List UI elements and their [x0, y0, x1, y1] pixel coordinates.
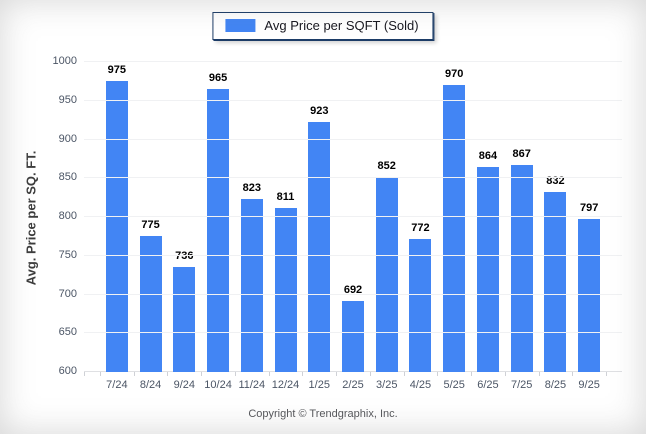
x-axis-tick	[369, 372, 371, 376]
x-axis-tick	[538, 372, 540, 376]
bar-value-label: 867	[512, 148, 531, 161]
bar-value-label: 811	[276, 191, 295, 204]
gridline	[84, 177, 622, 179]
bar-value-label: 823	[242, 182, 261, 195]
bar-value-label: 692	[343, 283, 363, 296]
bar-value-label: 772	[411, 221, 430, 234]
plot-area: 9757/247758/247369/2496510/2482311/24811…	[53, 55, 622, 391]
x-axis-tick-label: 1/25	[308, 379, 330, 391]
x-axis-tick-label: 8/24	[139, 379, 162, 391]
gridline	[84, 332, 622, 334]
gridline	[84, 216, 622, 217]
x-axis-tick	[201, 372, 203, 376]
x-axis-tick	[234, 372, 236, 376]
bar-value-label: 965	[208, 72, 228, 85]
bar-value-label: 864	[478, 150, 498, 163]
bar-2/25[interactable]	[342, 300, 364, 372]
x-axis-tick	[302, 372, 304, 376]
x-axis-tick	[167, 372, 169, 376]
bar-10/24[interactable]	[207, 89, 230, 372]
y-axis-tick-label: 600	[58, 365, 77, 377]
y-axis-tick-label: 650	[58, 326, 77, 339]
bar-column: 797 9/25	[572, 62, 606, 391]
bar-column: 970 5/25	[437, 62, 471, 391]
x-axis-tick	[437, 372, 439, 376]
bar-12/24[interactable]	[274, 208, 297, 372]
x-axis-tick-label: 4/25	[409, 379, 432, 391]
bar-5/25[interactable]	[443, 85, 466, 372]
x-axis-tick	[336, 372, 338, 376]
x-axis-tick-label: 9/24	[173, 379, 196, 391]
x-axis-tick-label: 3/25	[376, 379, 398, 391]
bar-column: 7369/24	[167, 62, 201, 391]
x-axis-tick	[572, 372, 574, 376]
bar-value-label: 975	[107, 64, 127, 77]
bar-1/25[interactable]	[308, 121, 331, 372]
x-axis-tick	[504, 372, 506, 376]
gridline	[84, 61, 622, 62]
x-axis-tick	[471, 372, 473, 376]
x-axis-tick-label: 8/25	[544, 379, 567, 391]
bar-column: 975 7/24	[100, 62, 134, 391]
y-axis-tick-label: 800	[58, 210, 77, 222]
bar-8/24[interactable]	[139, 236, 162, 372]
gridline	[84, 99, 622, 101]
y-axis-tick-label: 900	[58, 132, 77, 145]
x-axis-tick-label: 11/24	[238, 379, 266, 391]
bar-9/25[interactable]	[578, 219, 601, 372]
bar-11/24[interactable]	[240, 199, 263, 372]
x-axis-tick-label: 7/25	[510, 379, 533, 391]
gridline	[84, 138, 622, 140]
x-axis-tick	[133, 372, 135, 376]
bar-column: 923 1/25	[302, 62, 336, 391]
gridline	[84, 293, 622, 295]
x-axis-tick	[268, 372, 270, 376]
x-axis-tick-label: 5/25	[443, 379, 465, 391]
y-axis-tick-label: 1000	[52, 55, 77, 67]
bar-column: 832 8/25	[539, 62, 573, 391]
x-axis-tick	[403, 372, 405, 376]
y-axis-tick-label: 850	[58, 171, 77, 184]
x-axis-tick-label: 9/25	[578, 379, 600, 391]
bar-7/25[interactable]	[510, 165, 533, 372]
bar-column: 692 2/25	[336, 62, 370, 391]
bar-8/25[interactable]	[544, 192, 567, 372]
bar-6/25[interactable]	[476, 167, 499, 372]
bar-column: 823 11/24	[235, 62, 269, 391]
legend[interactable]: Avg Price per SQFT (Sold)	[212, 12, 434, 40]
y-axis-tick-label: 950	[58, 93, 77, 106]
bar-column: 864 6/25	[471, 62, 505, 391]
bars-container: 9757/247758/247369/2496510/2482311/24811…	[100, 62, 606, 391]
x-axis-tick	[84, 372, 85, 376]
x-axis-tick-label: 10/24	[204, 379, 232, 391]
legend-swatch-icon	[225, 19, 256, 32]
y-axis-tick-label: 750	[58, 248, 77, 261]
bar-column: 965 10/24	[201, 62, 235, 391]
bar-column: 867 7/25	[505, 62, 539, 391]
bar-7/24[interactable]	[105, 81, 128, 372]
gridline	[84, 254, 622, 256]
bar-value-label: 970	[445, 68, 464, 81]
legend-label: Avg Price per SQFT (Sold)	[264, 18, 419, 33]
x-axis-tick-label: 6/25	[477, 379, 499, 391]
y-axis-tick-label: 700	[58, 287, 77, 300]
x-axis-tick	[100, 372, 101, 376]
bar-value-label: 852	[377, 159, 396, 172]
bar-4/25[interactable]	[409, 238, 432, 372]
bar-column: 811 12/24	[269, 62, 303, 391]
x-axis-tick-label: 7/24	[106, 379, 128, 391]
x-axis-tick-label: 2/25	[342, 379, 364, 391]
bar-9/24[interactable]	[173, 266, 196, 372]
copyright-text: Copyright © Trendgraphix, Inc.	[248, 408, 398, 420]
x-axis-tick-label: 12/24	[271, 379, 300, 391]
bar-column: 775 8/24	[134, 62, 168, 391]
x-axis-tick	[606, 372, 607, 376]
bar-column: 772 4/25	[404, 62, 438, 391]
bar-value-label: 775	[141, 219, 160, 232]
bar-value-label: 923	[310, 104, 329, 117]
bar-column: 852 3/25	[370, 62, 404, 391]
bar-value-label: 797	[579, 202, 599, 215]
bar-3/25[interactable]	[375, 176, 398, 372]
